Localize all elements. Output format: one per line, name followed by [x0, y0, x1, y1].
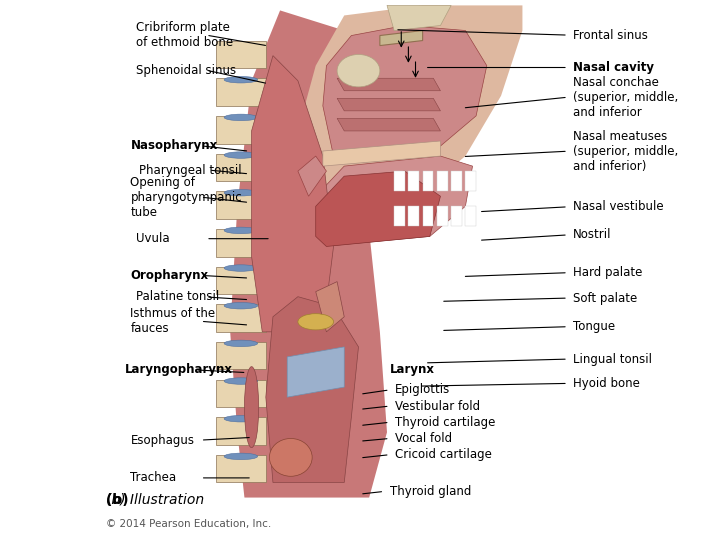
Polygon shape — [216, 229, 266, 256]
Text: Nasal cavity: Nasal cavity — [573, 61, 654, 74]
Ellipse shape — [298, 314, 333, 330]
Text: Laryngopharynx: Laryngopharynx — [125, 363, 233, 376]
Text: Uvula: Uvula — [136, 232, 169, 245]
Text: Trachea: Trachea — [130, 471, 176, 484]
Text: Palatine tonsil: Palatine tonsil — [136, 291, 219, 303]
Text: © 2014 Pearson Education, Inc.: © 2014 Pearson Education, Inc. — [107, 519, 271, 529]
Text: Nasal meatuses
(superior, middle,
and inferior): Nasal meatuses (superior, middle, and in… — [573, 130, 678, 173]
Text: Pharyngeal tonsil: Pharyngeal tonsil — [138, 164, 241, 177]
Polygon shape — [337, 98, 441, 111]
Ellipse shape — [224, 302, 258, 309]
Polygon shape — [216, 417, 266, 445]
Text: Isthmus of the
fauces: Isthmus of the fauces — [130, 307, 215, 335]
Text: Nostril: Nostril — [573, 228, 612, 241]
Ellipse shape — [224, 152, 258, 158]
Polygon shape — [465, 171, 476, 191]
Text: Opening of
pharyngotympanic
tube: Opening of pharyngotympanic tube — [130, 176, 242, 219]
Polygon shape — [394, 206, 405, 226]
Text: (b): (b) — [107, 492, 134, 507]
Polygon shape — [437, 171, 448, 191]
Ellipse shape — [224, 77, 258, 83]
Ellipse shape — [224, 415, 258, 422]
Polygon shape — [216, 116, 266, 144]
Text: Nasopharynx: Nasopharynx — [130, 139, 217, 152]
Polygon shape — [451, 171, 462, 191]
Ellipse shape — [224, 378, 258, 384]
Polygon shape — [216, 153, 266, 181]
Text: Oropharynx: Oropharynx — [130, 269, 209, 282]
Polygon shape — [423, 171, 433, 191]
Text: Vestibular fold: Vestibular fold — [395, 400, 480, 413]
Ellipse shape — [224, 227, 258, 234]
Polygon shape — [230, 10, 387, 497]
Polygon shape — [437, 206, 448, 226]
Ellipse shape — [224, 453, 258, 460]
Text: Vocal fold: Vocal fold — [395, 432, 452, 445]
Polygon shape — [298, 5, 523, 232]
Polygon shape — [337, 118, 441, 131]
Polygon shape — [451, 206, 462, 226]
Ellipse shape — [224, 340, 258, 347]
Polygon shape — [408, 171, 419, 191]
Text: Cricoid cartilage: Cricoid cartilage — [395, 448, 492, 461]
Polygon shape — [251, 56, 333, 332]
Text: Esophagus: Esophagus — [130, 434, 194, 447]
Polygon shape — [316, 171, 441, 246]
Polygon shape — [287, 347, 344, 397]
Polygon shape — [216, 78, 266, 106]
Polygon shape — [337, 78, 441, 91]
Text: (b) Illustration: (b) Illustration — [107, 492, 204, 507]
Polygon shape — [312, 156, 472, 246]
Ellipse shape — [224, 265, 258, 271]
Polygon shape — [316, 282, 344, 332]
Text: Soft palate: Soft palate — [573, 292, 637, 305]
Text: Hyoid bone: Hyoid bone — [573, 377, 640, 390]
Text: Cribriform plate
of ethmoid bone: Cribriform plate of ethmoid bone — [136, 21, 233, 49]
Text: Nasal vestibule: Nasal vestibule — [573, 200, 664, 213]
Polygon shape — [380, 30, 423, 45]
Polygon shape — [408, 206, 419, 226]
Polygon shape — [298, 156, 326, 196]
Polygon shape — [216, 342, 266, 369]
Ellipse shape — [245, 367, 258, 448]
Ellipse shape — [269, 438, 312, 476]
Polygon shape — [387, 5, 451, 30]
Ellipse shape — [224, 114, 258, 120]
Text: Nasal conchae
(superior, middle,
and inferior: Nasal conchae (superior, middle, and inf… — [573, 76, 678, 119]
Text: Lingual tonsil: Lingual tonsil — [573, 353, 652, 366]
Polygon shape — [216, 455, 266, 483]
Polygon shape — [216, 191, 266, 219]
Polygon shape — [216, 380, 266, 407]
Polygon shape — [323, 25, 487, 156]
Polygon shape — [423, 206, 433, 226]
Polygon shape — [465, 206, 476, 226]
Polygon shape — [216, 304, 266, 332]
Text: Frontal sinus: Frontal sinus — [573, 29, 648, 42]
Polygon shape — [394, 171, 405, 191]
Polygon shape — [216, 267, 266, 294]
Ellipse shape — [337, 55, 380, 87]
Text: Tongue: Tongue — [573, 320, 616, 333]
Text: Hard palate: Hard palate — [573, 266, 643, 279]
Polygon shape — [323, 141, 441, 166]
Text: Epiglottis: Epiglottis — [395, 383, 450, 396]
Text: Thyroid cartilage: Thyroid cartilage — [395, 416, 495, 429]
Text: Larynx: Larynx — [390, 363, 435, 376]
Text: Thyroid gland: Thyroid gland — [390, 485, 471, 498]
Ellipse shape — [224, 190, 258, 196]
Polygon shape — [216, 40, 266, 68]
Text: Sphenoidal sinus: Sphenoidal sinus — [136, 64, 236, 77]
Polygon shape — [266, 296, 359, 483]
